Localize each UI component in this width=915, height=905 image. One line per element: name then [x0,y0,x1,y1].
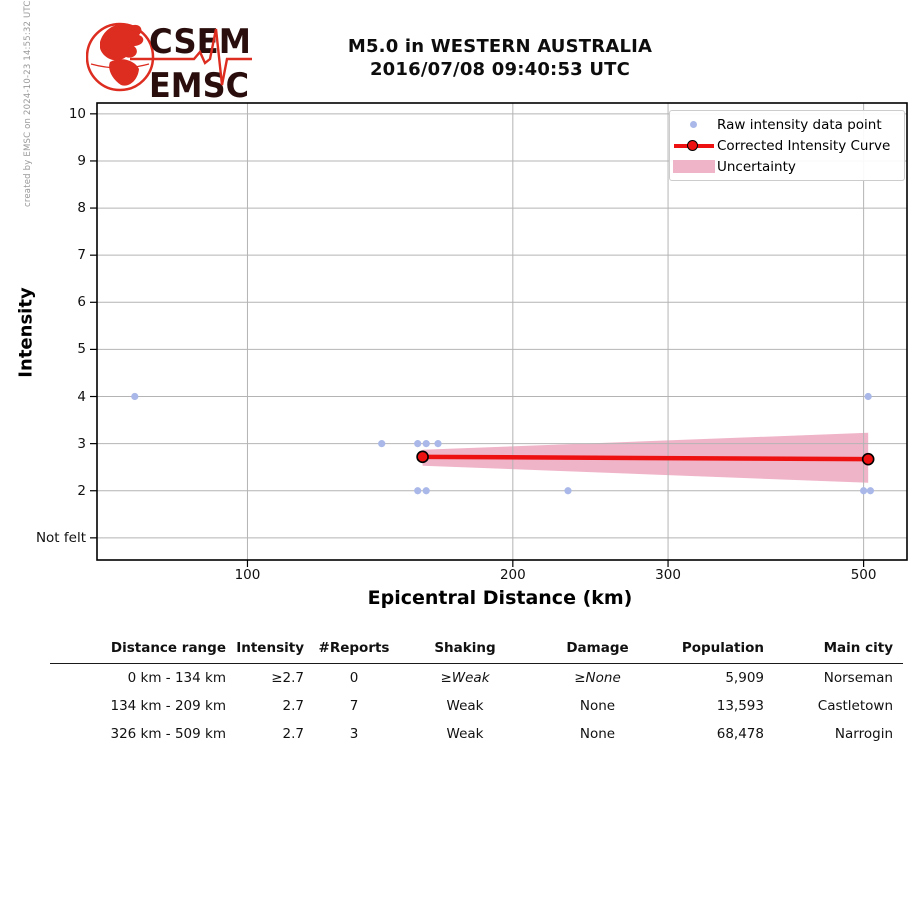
raw-data-point [414,487,422,495]
table-cell: 68,478 [716,726,764,742]
table-cell: 5,909 [725,670,764,686]
table-cell: 326 km - 509 km [110,726,226,742]
curve-line-icon [670,139,717,153]
y-tick-label: 5 [77,341,86,358]
table-cell: 0 [349,670,359,686]
table-column-header: Intensity [230,636,308,664]
x-tick-label: 500 [850,567,877,583]
legend-item-curve: Corrected Intensity Curve [670,135,904,156]
y-tick-label: 3 [77,435,86,452]
emsc-logo: CSEM EMSC [86,22,252,104]
creation-credit: created by EMSC on 2024-10-23 14:55:32 U… [23,0,33,207]
globe-icon [86,22,155,92]
y-tick-label: 8 [77,200,86,217]
table-row: 326 km - 509 km 2.7 3 Weak None 68,478 Narrogi… [50,720,903,748]
raw-data-point [378,440,386,448]
table-column-header: Main city [768,636,903,664]
table-cell: Narrogin [834,726,893,742]
y-tick-label: 9 [77,152,86,169]
table-column-header: #Reports [308,636,400,664]
table-cell: ≥2.7 [271,670,304,686]
legend-label: Corrected Intensity Curve [717,137,891,154]
uncertainty-band-icon [670,160,717,173]
globe-meridian [90,63,150,69]
logo-text-emsc: EMSC [149,66,249,104]
table-cell: Weak [446,726,484,742]
legend-item-raw: Raw intensity data point [670,114,904,135]
x-tick-label: 300 [655,567,681,583]
x-tick-label: 100 [234,567,261,583]
plot-canvas [90,102,908,567]
curve-marker [416,450,429,464]
table-row: 134 km - 209 km 2.7 7 Weak None 13,593 Castlet… [50,692,903,720]
table-cell: 2.7 [282,698,304,714]
table-cell: Castletown [817,698,893,714]
table-column-header: Population [665,636,768,664]
table-column-header: Distance range [50,636,230,664]
globe-land-south [109,59,139,86]
table-cell: 2.7 [282,726,304,742]
chart-title: M5.0 in WESTERN AUSTRALIA 2016/07/08 09:… [280,35,720,81]
raw-data-point [414,440,422,448]
plot-border [96,102,908,561]
table-column-header: Shaking [400,636,530,664]
legend-item-band: Uncertainty [670,156,904,177]
y-tick-label: 7 [77,247,86,264]
table-cell: 134 km - 209 km [110,698,226,714]
raw-data-point [434,440,442,448]
raw-data-point [131,392,139,401]
table-cell: Norseman [823,670,893,686]
x-axis-label: Epicentral Distance (km) [367,587,633,609]
legend: Raw intensity data point Corrected Inten… [669,110,905,181]
table-cell: 3 [349,726,359,742]
table-cell: ≥Weak [440,670,490,686]
felt-report-table: Distance range Intensity #Reports Shaking Da… [50,636,903,748]
table-cell: None [579,726,616,742]
raw-data-point [422,440,430,448]
raw-data-point [864,392,872,401]
legend-label: Uncertainty [717,158,796,175]
globe-land-north [100,24,144,61]
table-cell: 13,593 [716,698,764,714]
raw-data-point [564,487,572,495]
legend-label: Raw intensity data point [717,116,882,133]
raw-data-point [860,487,868,495]
table-cell: 0 km - 134 km [127,670,226,686]
seismogram-icon [130,28,252,86]
chart-title-line2: 2016/07/08 09:40:53 UTC [369,59,631,80]
x-tick-label: 200 [499,567,526,583]
raw-point-icon [670,121,717,128]
y-tick-label: Not felt [35,529,86,546]
raw-data-point [422,487,430,495]
table-header-row: Distance range Intensity #Reports Shaking Da… [50,636,903,664]
logo-text-csem: CSEM [149,22,251,62]
y-tick-label: 10 [68,105,86,122]
y-tick-label: 4 [77,388,86,405]
table-cell: 7 [349,698,359,714]
raw-data-point [866,487,875,495]
chart-title-line1: M5.0 in WESTERN AUSTRALIA [347,36,653,57]
table-cell: ≥None [574,670,621,686]
table-cell: Weak [446,698,484,714]
table-row: 0 km - 134 km ≥2.7 0 ≥Weak ≥None 5,909 Norsema… [50,664,903,693]
table-cell: None [579,698,616,714]
table-column-header: Damage [530,636,665,664]
curve-marker [861,452,875,466]
y-tick-label: 2 [77,482,86,499]
corrected-curve [420,454,871,462]
y-tick-label: 6 [77,294,86,311]
